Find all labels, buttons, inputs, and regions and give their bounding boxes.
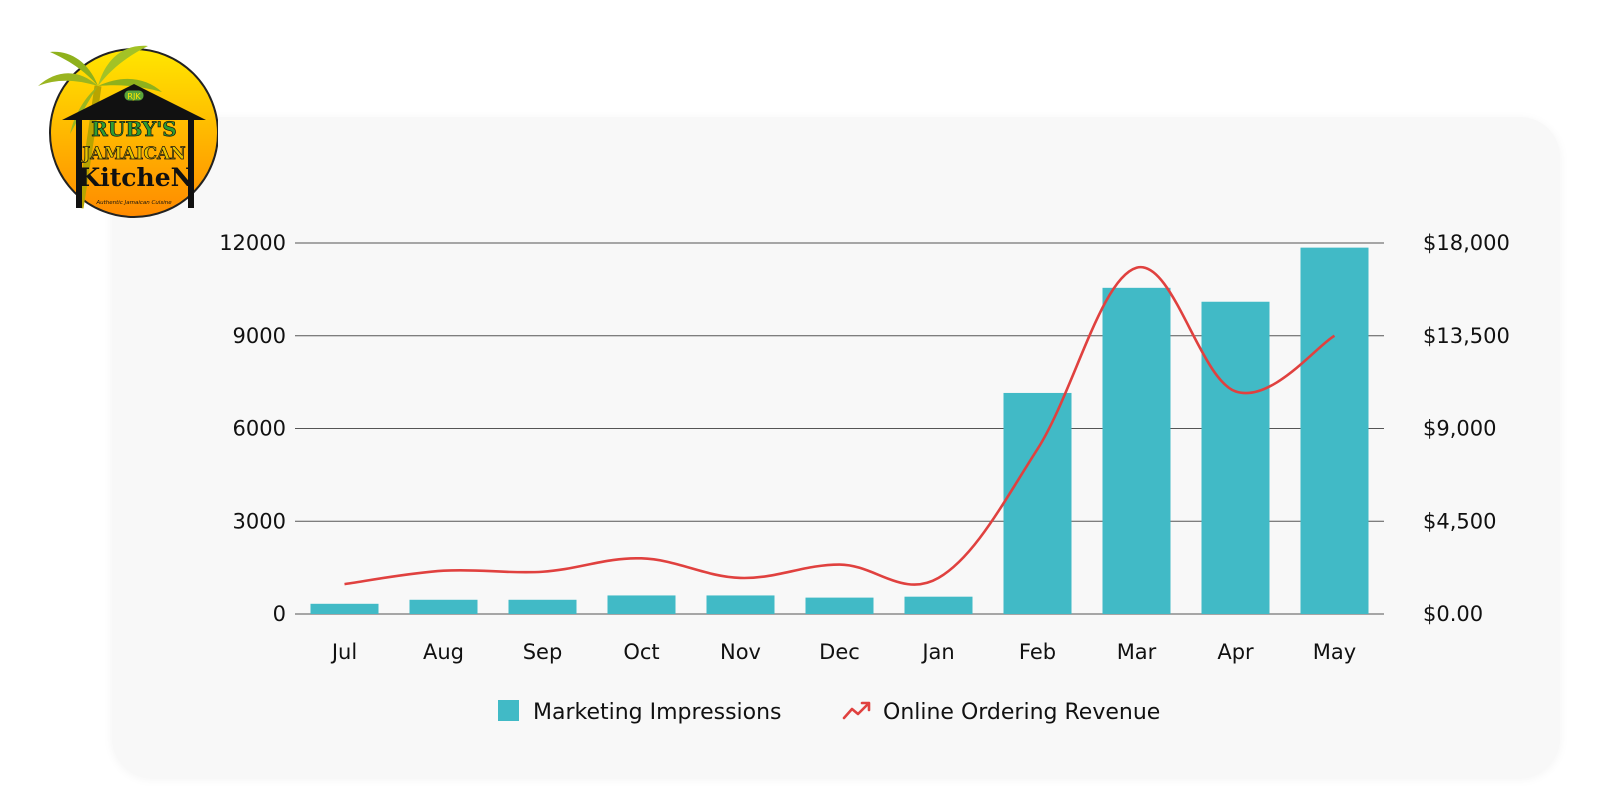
x-tick-label: Mar [1117,640,1157,664]
bar [805,597,874,614]
bar [607,595,676,614]
left-axis-ticks: 0 3000 6000 9000 12000 [219,231,286,626]
legend: Marketing Impressions Online Ordering Re… [498,700,1160,725]
bar-series [310,247,1369,614]
y-right-tick-label: $9,000 [1423,417,1496,441]
x-tick-label: Feb [1019,640,1056,664]
palm-tree-icon [38,45,162,209]
trend-up-icon [842,701,871,720]
legend-swatch-impressions [498,700,519,721]
x-tick-label: Sep [523,640,563,664]
y-left-tick-label: 9000 [233,324,286,348]
x-tick-label: Nov [720,640,761,664]
logo-line1: RUBY'S [91,117,176,141]
bar [1300,247,1369,614]
bar [409,599,478,614]
y-left-tick-label: 6000 [233,417,286,441]
bar [1102,287,1171,614]
logo-tagline: Authentic Jamaican Cuisine [95,200,172,206]
bar [904,596,973,614]
y-left-tick-label: 12000 [219,231,286,255]
y-left-tick-label: 0 [273,602,286,626]
x-tick-label: Jul [330,640,357,664]
revenue-line [344,266,1336,586]
y-right-tick-label: $4,500 [1423,509,1496,533]
x-tick-label: Dec [819,640,860,664]
logo-badge: RJK [127,92,141,101]
bar [508,599,577,614]
x-tick-label: Jan [920,640,954,664]
x-tick-label: Oct [623,640,659,664]
bar [706,595,775,614]
x-tick-label: Apr [1217,640,1254,664]
logo-line3: KitcheN [79,163,194,192]
y-right-tick-label: $18,000 [1423,231,1510,255]
y-right-tick-label: $13,500 [1423,324,1510,348]
bar [1003,392,1072,614]
right-axis-ticks: $0.00 $4,500 $9,000 $13,500 $18,000 [1423,231,1510,626]
x-axis-ticks: Jul Aug Sep Oct Nov Dec Jan Feb Mar Apr May [330,640,1356,664]
legend-label-revenue: Online Ordering Revenue [883,700,1160,725]
y-right-tick-label: $0.00 [1423,602,1483,626]
y-left-tick-label: 3000 [233,509,286,533]
x-tick-label: Aug [423,640,464,664]
legend-label-impressions: Marketing Impressions [533,700,782,725]
logo-line2: JAMAICAN [80,144,185,164]
x-tick-label: May [1313,640,1356,664]
rubys-logo: RJK RUBY'S JAMAICAN KitcheN Authentic Ja… [38,45,218,218]
bar [1201,301,1270,614]
bar [310,603,379,614]
